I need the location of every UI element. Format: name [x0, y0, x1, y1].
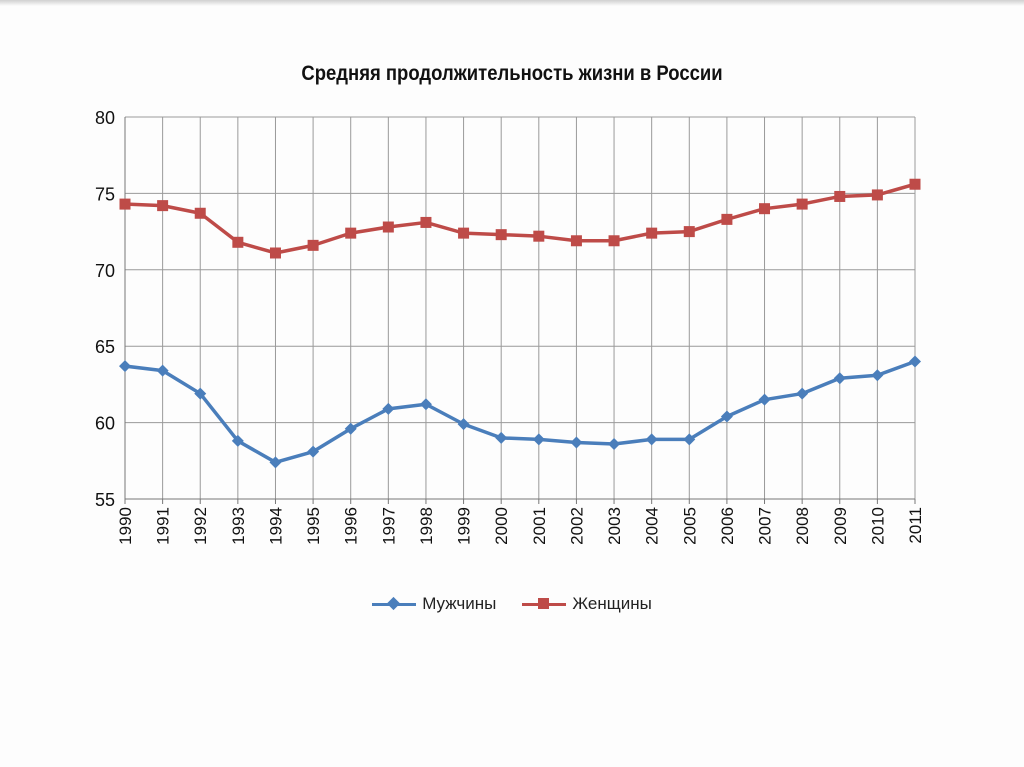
- data-point-men: [570, 436, 583, 449]
- x-tick-label: 2005: [680, 507, 699, 545]
- x-tick-label: 1990: [116, 507, 135, 545]
- data-point-women: [119, 198, 131, 210]
- x-tick-label: 2001: [530, 507, 549, 545]
- data-point-women: [382, 221, 394, 233]
- data-point-men: [909, 355, 921, 368]
- y-tick-label: 80: [95, 108, 115, 128]
- data-point-men: [758, 393, 771, 406]
- y-tick-label: 60: [95, 414, 115, 434]
- data-point-women: [834, 190, 846, 202]
- data-point-women: [909, 178, 921, 190]
- data-point-men: [871, 369, 884, 382]
- x-tick-label: 2003: [605, 507, 624, 545]
- y-tick-label: 70: [95, 261, 115, 281]
- data-point-men: [231, 434, 244, 447]
- x-tick-label: 1996: [342, 507, 361, 545]
- data-point-men: [645, 433, 658, 446]
- data-point-men: [419, 398, 432, 411]
- series-line-1: [124, 182, 916, 255]
- data-point-men: [382, 402, 395, 415]
- x-tick-label: 1999: [455, 507, 474, 545]
- data-point-women: [420, 216, 432, 228]
- data-point-men: [495, 431, 508, 444]
- data-point-women: [683, 226, 695, 238]
- data-point-women: [570, 235, 582, 247]
- data-point-men: [344, 422, 357, 435]
- chart-legend: Мужчины Женщины: [0, 594, 1024, 614]
- chart-title: Средняя продолжительность жизни в России: [301, 62, 723, 85]
- data-point-women: [759, 203, 771, 215]
- x-tick-label: 2007: [756, 507, 775, 545]
- data-point-women: [307, 239, 319, 251]
- y-tick-label: 65: [95, 337, 115, 357]
- y-tick-label: 55: [95, 490, 115, 510]
- data-point-women: [871, 189, 883, 201]
- legend-swatch-women: [522, 597, 567, 611]
- data-point-men: [532, 433, 545, 446]
- data-point-women: [533, 230, 545, 242]
- x-tick-label: 2010: [868, 507, 887, 545]
- x-tick-label: 2006: [718, 507, 737, 545]
- x-tick-label: 1993: [229, 507, 248, 545]
- data-point-women: [157, 200, 169, 212]
- x-tick-label: 1998: [417, 507, 436, 545]
- legend-item-women: Женщины: [522, 594, 652, 614]
- data-point-women: [796, 198, 808, 210]
- data-point-men: [683, 433, 696, 446]
- x-tick-label: 2009: [831, 507, 850, 545]
- data-point-men: [119, 360, 131, 373]
- data-point-men: [608, 437, 621, 450]
- data-point-men: [796, 387, 809, 400]
- data-point-men: [307, 445, 320, 458]
- x-tick-label: 2004: [643, 507, 662, 545]
- data-point-women: [194, 207, 206, 219]
- data-point-women: [495, 229, 507, 241]
- legend-label-men: Мужчины: [422, 594, 497, 613]
- data-point-women: [232, 236, 244, 248]
- data-point-women: [608, 235, 620, 247]
- data-point-women: [646, 227, 658, 239]
- series-line-0: [124, 359, 916, 465]
- data-point-women: [458, 227, 470, 239]
- x-tick-label: 2002: [567, 507, 586, 545]
- legend-item-men: Мужчины: [372, 594, 496, 614]
- data-point-women: [345, 227, 357, 239]
- data-point-men: [720, 410, 733, 423]
- data-point-men: [194, 387, 207, 400]
- y-tick-label: 75: [95, 184, 115, 204]
- x-tick-label: 2011: [906, 507, 925, 544]
- x-tick-label: 1991: [154, 507, 173, 545]
- x-tick-label: 1992: [191, 507, 210, 545]
- data-point-men: [156, 364, 169, 377]
- data-point-men: [457, 418, 470, 431]
- data-point-men: [269, 456, 282, 469]
- x-tick-label: 1994: [266, 507, 285, 545]
- x-tick-label: 2000: [492, 507, 511, 545]
- legend-label-women: Женщины: [572, 594, 652, 613]
- x-tick-label: 2008: [793, 507, 812, 545]
- data-point-women: [721, 213, 733, 225]
- legend-swatch-men: [372, 596, 417, 611]
- data-point-women: [269, 247, 281, 259]
- data-point-men: [833, 372, 846, 385]
- x-tick-label: 1995: [304, 507, 323, 545]
- top-shadow: [0, 0, 1024, 6]
- x-tick-label: 1997: [379, 507, 398, 545]
